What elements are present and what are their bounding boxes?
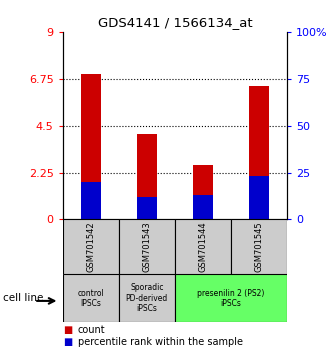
Text: count: count — [78, 325, 105, 335]
Text: GSM701542: GSM701542 — [86, 222, 95, 272]
Title: GDS4141 / 1566134_at: GDS4141 / 1566134_at — [98, 16, 252, 29]
Bar — [137, 134, 157, 219]
FancyBboxPatch shape — [119, 219, 175, 274]
Text: percentile rank within the sample: percentile rank within the sample — [78, 337, 243, 347]
Bar — [193, 195, 213, 219]
FancyBboxPatch shape — [175, 219, 231, 274]
FancyBboxPatch shape — [119, 274, 175, 322]
Text: ■: ■ — [63, 325, 72, 335]
Text: Sporadic
PD-derived
iPSCs: Sporadic PD-derived iPSCs — [126, 283, 168, 313]
Bar — [81, 74, 101, 219]
Text: GSM701544: GSM701544 — [198, 222, 208, 272]
FancyBboxPatch shape — [175, 274, 287, 322]
FancyBboxPatch shape — [63, 219, 119, 274]
Text: cell line: cell line — [3, 293, 44, 303]
FancyBboxPatch shape — [231, 219, 287, 274]
Text: ■: ■ — [63, 337, 72, 347]
FancyBboxPatch shape — [63, 274, 119, 322]
Text: presenilin 2 (PS2)
iPSCs: presenilin 2 (PS2) iPSCs — [197, 289, 265, 308]
Text: GSM701543: GSM701543 — [142, 222, 151, 272]
Bar — [249, 176, 269, 219]
Bar — [137, 197, 157, 219]
Text: control
IPSCs: control IPSCs — [77, 289, 104, 308]
Bar — [249, 86, 269, 219]
Text: GSM701545: GSM701545 — [254, 222, 264, 272]
Bar — [193, 165, 213, 219]
Bar — [81, 182, 101, 219]
